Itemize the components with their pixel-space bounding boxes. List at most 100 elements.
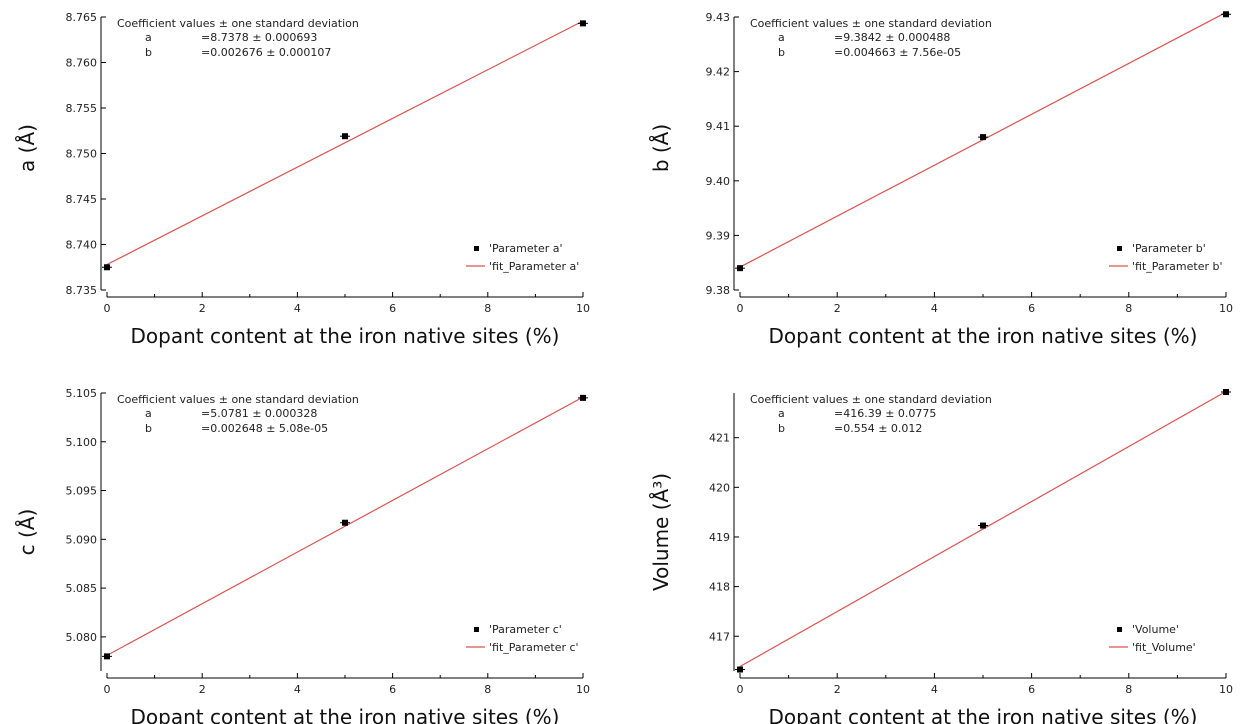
y-axis-label: Volume (Å³) xyxy=(649,473,673,591)
y-tick-label: 420 xyxy=(709,481,730,494)
x-tick-label: 8 xyxy=(484,683,491,696)
coefficient-header: Coefficient values ± one standard deviat… xyxy=(750,17,992,30)
y-axis-label: b (Å) xyxy=(649,124,673,172)
x-axis-label: Dopant content at the iron native sites … xyxy=(131,324,560,348)
y-tick-label: 5.095 xyxy=(66,485,98,498)
y-tick-label: 5.090 xyxy=(66,533,98,546)
x-tick-label: 4 xyxy=(931,683,938,696)
x-tick-label: 2 xyxy=(834,683,841,696)
data-point xyxy=(580,20,586,27)
data-point xyxy=(104,653,110,660)
y-tick-label: 5.105 xyxy=(66,387,98,400)
y-tick-label: 5.080 xyxy=(66,631,98,644)
legend-entry: 'Volume' xyxy=(1132,623,1179,636)
x-tick-label: 6 xyxy=(389,683,396,696)
legend-entry: 'fit_Parameter a' xyxy=(489,260,579,273)
legend-point-marker xyxy=(474,246,479,251)
chart-panel-2: 0 2 4 6 8 10 9.38 9.39 9.40 9.41 9.42 9.43 Dopant co… xyxy=(649,11,1233,348)
y-tick-label: 8.735 xyxy=(66,284,98,297)
coefficient-value: =0.004663 ± 7.56e-05 xyxy=(834,46,961,59)
x-tick-label: 8 xyxy=(484,302,491,315)
data-point xyxy=(1223,11,1229,18)
legend-entry: 'Parameter c' xyxy=(489,623,562,636)
y-tick-label: 8.750 xyxy=(66,148,98,161)
x-tick-label: 8 xyxy=(1125,683,1132,696)
coefficient-name: a xyxy=(145,31,152,44)
x-tick-label: 2 xyxy=(834,302,841,315)
fit-line xyxy=(106,20,584,266)
data-point xyxy=(737,666,743,673)
y-tick-label: 9.38 xyxy=(706,284,731,297)
y-tick-label: 417 xyxy=(709,630,730,643)
data-point xyxy=(580,394,586,401)
y-tick-label: 9.40 xyxy=(706,175,731,188)
data-point xyxy=(104,264,110,271)
legend-entry: 'fit_Parameter b' xyxy=(1132,260,1223,273)
data-point xyxy=(1223,389,1229,396)
fit-line xyxy=(106,396,584,656)
x-tick-label: 6 xyxy=(1028,683,1035,696)
x-tick-label: 10 xyxy=(1219,683,1233,696)
y-tick-label: 418 xyxy=(709,581,730,594)
y-tick-label: 9.41 xyxy=(706,120,731,133)
chart-panel-3: 0 2 4 6 8 10 5.080 5.085 5.090 5.095 5.100 5.105 Dop… xyxy=(15,387,590,724)
fit-line xyxy=(739,390,1227,668)
coefficient-value: =416.39 ± 0.0775 xyxy=(834,407,936,420)
chart-panel-1: 0 2 4 6 8 10 8.735 8.740 8.745 8.750 8.755 8.760 8.7… xyxy=(15,11,590,348)
data-point xyxy=(980,134,986,141)
x-tick-label: 10 xyxy=(576,302,590,315)
legend-entry: 'Parameter a' xyxy=(489,242,563,255)
y-tick-label: 8.740 xyxy=(66,239,98,252)
y-tick-label: 8.765 xyxy=(66,11,98,24)
legend-entry: 'fit_Parameter c' xyxy=(489,641,579,654)
legend-entry: 'Parameter b' xyxy=(1132,242,1206,255)
x-tick-label: 10 xyxy=(576,683,590,696)
y-tick-label: 9.43 xyxy=(706,11,731,24)
coefficient-name: b xyxy=(778,422,785,435)
data-point xyxy=(980,522,986,529)
coefficient-header: Coefficient values ± one standard deviat… xyxy=(750,393,992,406)
data-point xyxy=(737,265,743,272)
x-axis-label: Dopant content at the iron native sites … xyxy=(769,705,1198,724)
x-axis-label: Dopant content at the iron native sites … xyxy=(131,705,560,724)
x-tick-label: 4 xyxy=(931,302,938,315)
x-tick-label: 0 xyxy=(104,302,111,315)
x-tick-label: 6 xyxy=(1028,302,1035,315)
y-tick-label: 9.42 xyxy=(706,66,731,79)
x-tick-label: 0 xyxy=(104,683,111,696)
x-tick-label: 0 xyxy=(737,683,744,696)
coefficient-name: b xyxy=(778,46,785,59)
coefficient-name: a xyxy=(145,407,152,420)
data-point xyxy=(342,133,348,140)
coefficient-value: =9.3842 ± 0.000488 xyxy=(834,31,950,44)
coefficient-value: =0.002676 ± 0.000107 xyxy=(201,46,331,59)
x-tick-label: 4 xyxy=(294,683,301,696)
y-tick-label: 5.100 xyxy=(66,436,98,449)
x-tick-label: 2 xyxy=(199,683,206,696)
legend-point-marker xyxy=(1117,246,1122,251)
chart-panel-4: 0 2 4 6 8 10 417 418 419 420 421 Dopant content at … xyxy=(649,389,1233,724)
coefficient-name: b xyxy=(145,46,152,59)
x-tick-label: 2 xyxy=(199,302,206,315)
coefficient-name: b xyxy=(145,422,152,435)
coefficient-name: a xyxy=(778,407,785,420)
x-tick-label: 0 xyxy=(737,302,744,315)
y-axis-label: c (Å) xyxy=(15,509,39,556)
x-tick-label: 8 xyxy=(1125,302,1132,315)
y-tick-label: 8.745 xyxy=(66,193,98,206)
y-tick-label: 419 xyxy=(709,531,730,544)
x-tick-label: 6 xyxy=(389,302,396,315)
y-tick-label: 8.755 xyxy=(66,102,98,115)
coefficient-header: Coefficient values ± one standard deviat… xyxy=(117,17,359,30)
coefficient-value: =8.7378 ± 0.000693 xyxy=(201,31,317,44)
coefficient-value: =0.554 ± 0.012 xyxy=(834,422,922,435)
coefficient-name: a xyxy=(778,31,785,44)
y-axis-label: a (Å) xyxy=(15,124,39,172)
x-axis-label: Dopant content at the iron native sites … xyxy=(769,324,1198,348)
x-tick-label: 4 xyxy=(294,302,301,315)
y-tick-label: 8.760 xyxy=(66,57,98,70)
legend-point-marker xyxy=(474,627,479,632)
data-point xyxy=(342,519,348,526)
y-tick-label: 5.085 xyxy=(66,582,98,595)
